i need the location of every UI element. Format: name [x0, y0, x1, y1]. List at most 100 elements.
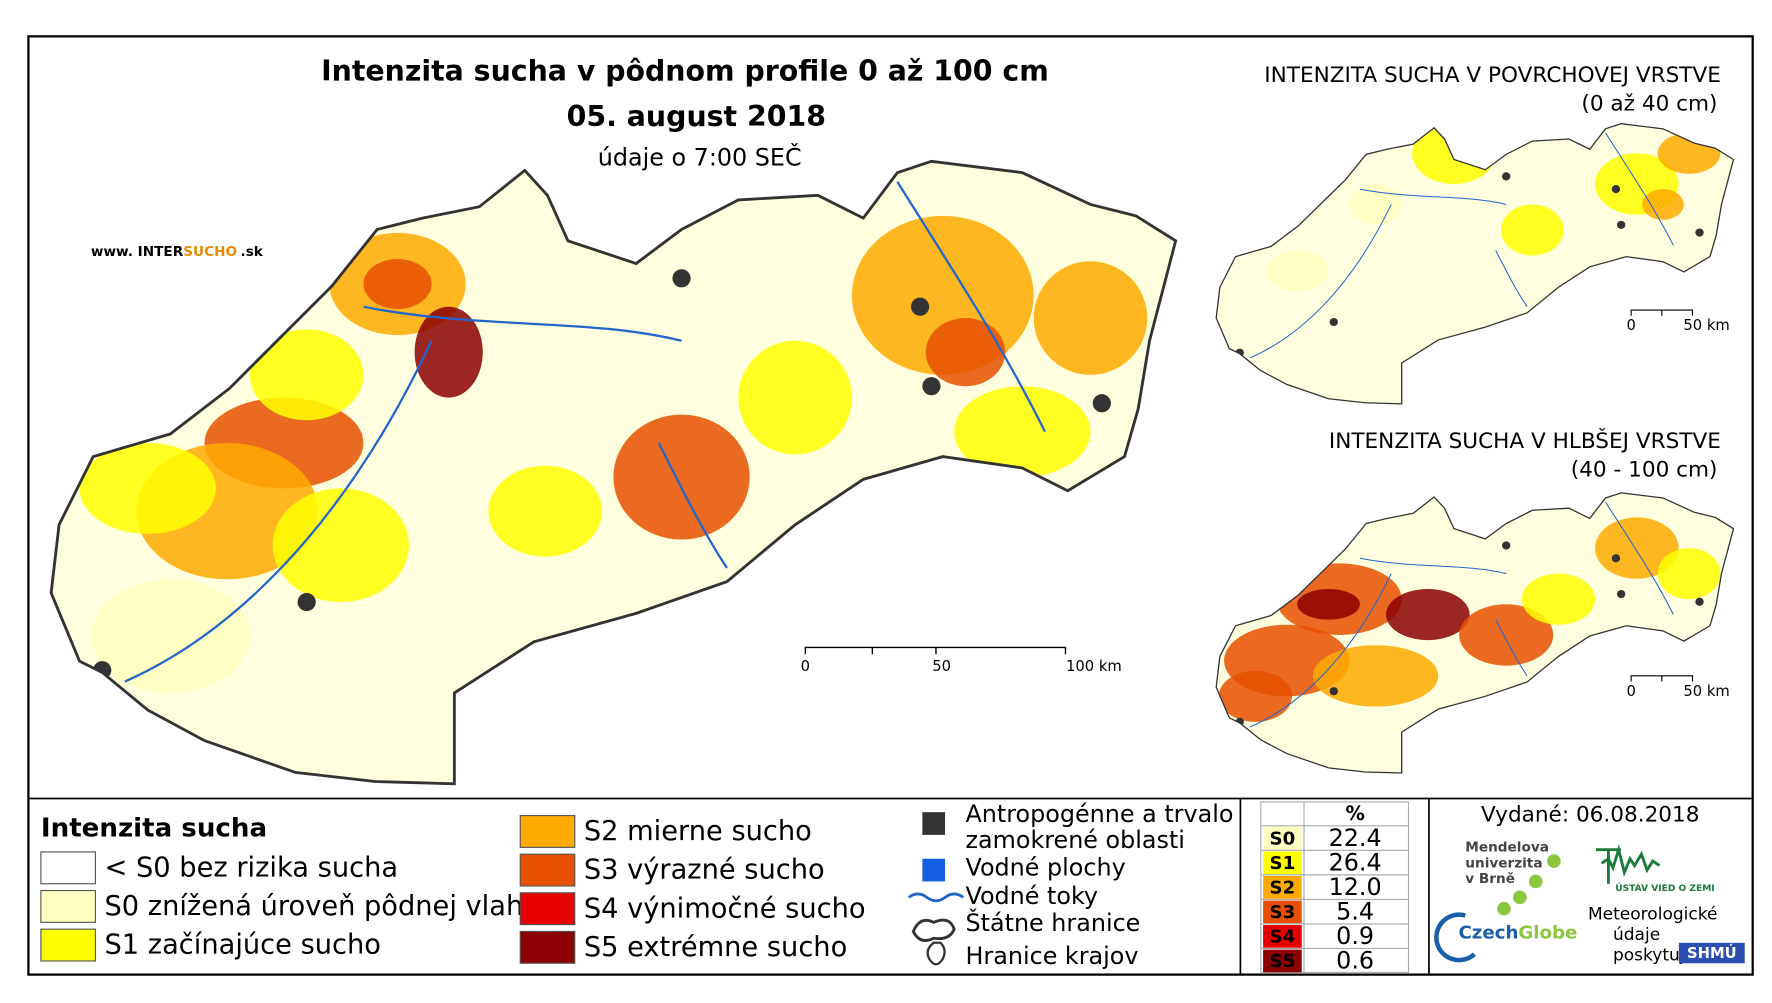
table-class: S1 — [1270, 853, 1296, 874]
table-value: 22.4 — [1329, 824, 1382, 852]
river — [1249, 132, 1674, 359]
inset-scale-bar — [1630, 675, 1694, 682]
table-value: 0.9 — [1336, 922, 1374, 950]
city — [1695, 228, 1704, 237]
inset-scale-label: 0 — [1626, 683, 1635, 700]
drought-area — [272, 488, 409, 603]
map-date: 05. august 2018 — [567, 100, 826, 133]
drought-area — [613, 414, 750, 540]
drought-area — [1386, 588, 1470, 641]
overlay-label: Štátne hranice — [966, 909, 1141, 937]
drought-area — [414, 306, 483, 398]
inset-title: INTENZITA SUCHA V POVRCHOVEJ VRSTVE — [1264, 63, 1721, 88]
drought-area — [1349, 184, 1402, 225]
city — [1502, 172, 1511, 181]
table-class-cell — [1263, 925, 1302, 948]
inset-scale-label: 50 km — [1683, 683, 1729, 700]
legend-label: S5 extrémne sucho — [584, 932, 847, 963]
issued-date: Vydané: 06.08.2018 — [1481, 803, 1699, 828]
inset-scale-bar — [1630, 309, 1694, 316]
legend-swatch — [40, 851, 96, 885]
overlay-label: Antropogénne a trvalo — [966, 800, 1234, 828]
drought-area — [1459, 604, 1554, 666]
scale-label: 50 — [932, 658, 951, 675]
legend-title: Intenzita sucha — [41, 814, 267, 844]
legend-label: S3 výrazné sucho — [584, 855, 825, 886]
legend-swatch — [519, 930, 576, 964]
legend-swatch — [519, 892, 576, 926]
table-class: S0 — [1270, 828, 1296, 849]
website-part: SUCHO — [183, 244, 237, 260]
table-header: % — [1345, 802, 1364, 825]
meteo-text: údaje — [1613, 925, 1660, 945]
table-value: 5.4 — [1336, 898, 1374, 926]
drought-area — [1642, 189, 1684, 220]
mendel-dot — [1547, 854, 1561, 868]
drought-area — [1265, 250, 1329, 292]
overlay-label: Vodné plochy — [966, 853, 1126, 881]
drought-area — [1297, 588, 1360, 620]
mendel-dot — [1513, 890, 1527, 905]
city — [1616, 589, 1626, 599]
drought-area — [1033, 261, 1148, 375]
drought-area — [925, 318, 1006, 387]
legend-label: S0 znížená úroveň pôdnej vlahy — [105, 891, 540, 922]
scale-label: 100 km — [1066, 658, 1122, 675]
drought-area — [1521, 573, 1596, 625]
region-icon — [926, 941, 946, 966]
river — [1249, 501, 1674, 728]
city — [1329, 687, 1338, 696]
time-note: údaje o 7:00 SEČ — [598, 144, 802, 172]
scale-label: 0 — [801, 658, 810, 675]
shmu-logo: SHMÚ — [1687, 944, 1737, 962]
shmu-logo-bg — [1678, 942, 1745, 964]
city — [672, 269, 691, 288]
city — [1092, 394, 1111, 413]
czechglobe-arc — [1434, 912, 1476, 963]
mendel-logo-text: Mendelova — [1465, 839, 1549, 855]
overlay-label: Hranice krajov — [966, 942, 1139, 970]
city — [1611, 554, 1621, 563]
legend-label: S2 mierne sucho — [584, 816, 812, 847]
overlay-label: zamokrené oblasti — [966, 826, 1185, 854]
table-class-cell — [1263, 949, 1302, 973]
anthropogenic-icon — [922, 812, 946, 835]
inset-scale-label: 50 km — [1683, 317, 1729, 334]
table-frame — [1260, 801, 1410, 973]
water-icon — [922, 858, 946, 882]
table-class-cell — [1263, 876, 1302, 899]
city — [1616, 220, 1626, 229]
drought-area — [1500, 204, 1564, 256]
mendel-logo-text: univerzita — [1465, 855, 1542, 871]
czechglobe-part: Czech — [1458, 923, 1518, 944]
legend-label: S1 začínajúce sucho — [105, 930, 381, 961]
inset-scale-label: 0 — [1626, 317, 1635, 334]
mendel-logo-text: v Brně — [1465, 871, 1515, 887]
legend-swatch — [40, 928, 96, 962]
meteo-text: Meteorologické — [1588, 904, 1717, 924]
city — [297, 592, 316, 612]
drought-area — [90, 579, 250, 693]
table-class: S4 — [1270, 927, 1296, 948]
drought-area — [1595, 517, 1679, 579]
table-class-cell — [1263, 851, 1302, 875]
drought-area — [488, 465, 603, 557]
mendel-dot — [1528, 874, 1543, 889]
table-value: 12.0 — [1329, 873, 1382, 901]
legend-label: < S0 bez rizika sucha — [105, 852, 399, 883]
city — [910, 297, 930, 316]
drought-area — [1312, 645, 1439, 707]
drought-area — [1657, 548, 1721, 600]
inset-title: INTENZITA SUCHA V HLBŠEJ VRSTVE — [1329, 428, 1721, 454]
city — [1329, 317, 1338, 327]
drought-area — [79, 443, 216, 534]
city — [1502, 541, 1511, 550]
table-value: 26.4 — [1329, 848, 1382, 876]
table-class: S3 — [1270, 902, 1296, 923]
map-title: Intenzita sucha v pôdnom profile 0 až 10… — [321, 55, 1049, 88]
city — [922, 377, 941, 396]
drought-area — [738, 340, 852, 455]
mendel-dot — [1497, 901, 1511, 916]
uvz-logo — [1595, 844, 1661, 884]
